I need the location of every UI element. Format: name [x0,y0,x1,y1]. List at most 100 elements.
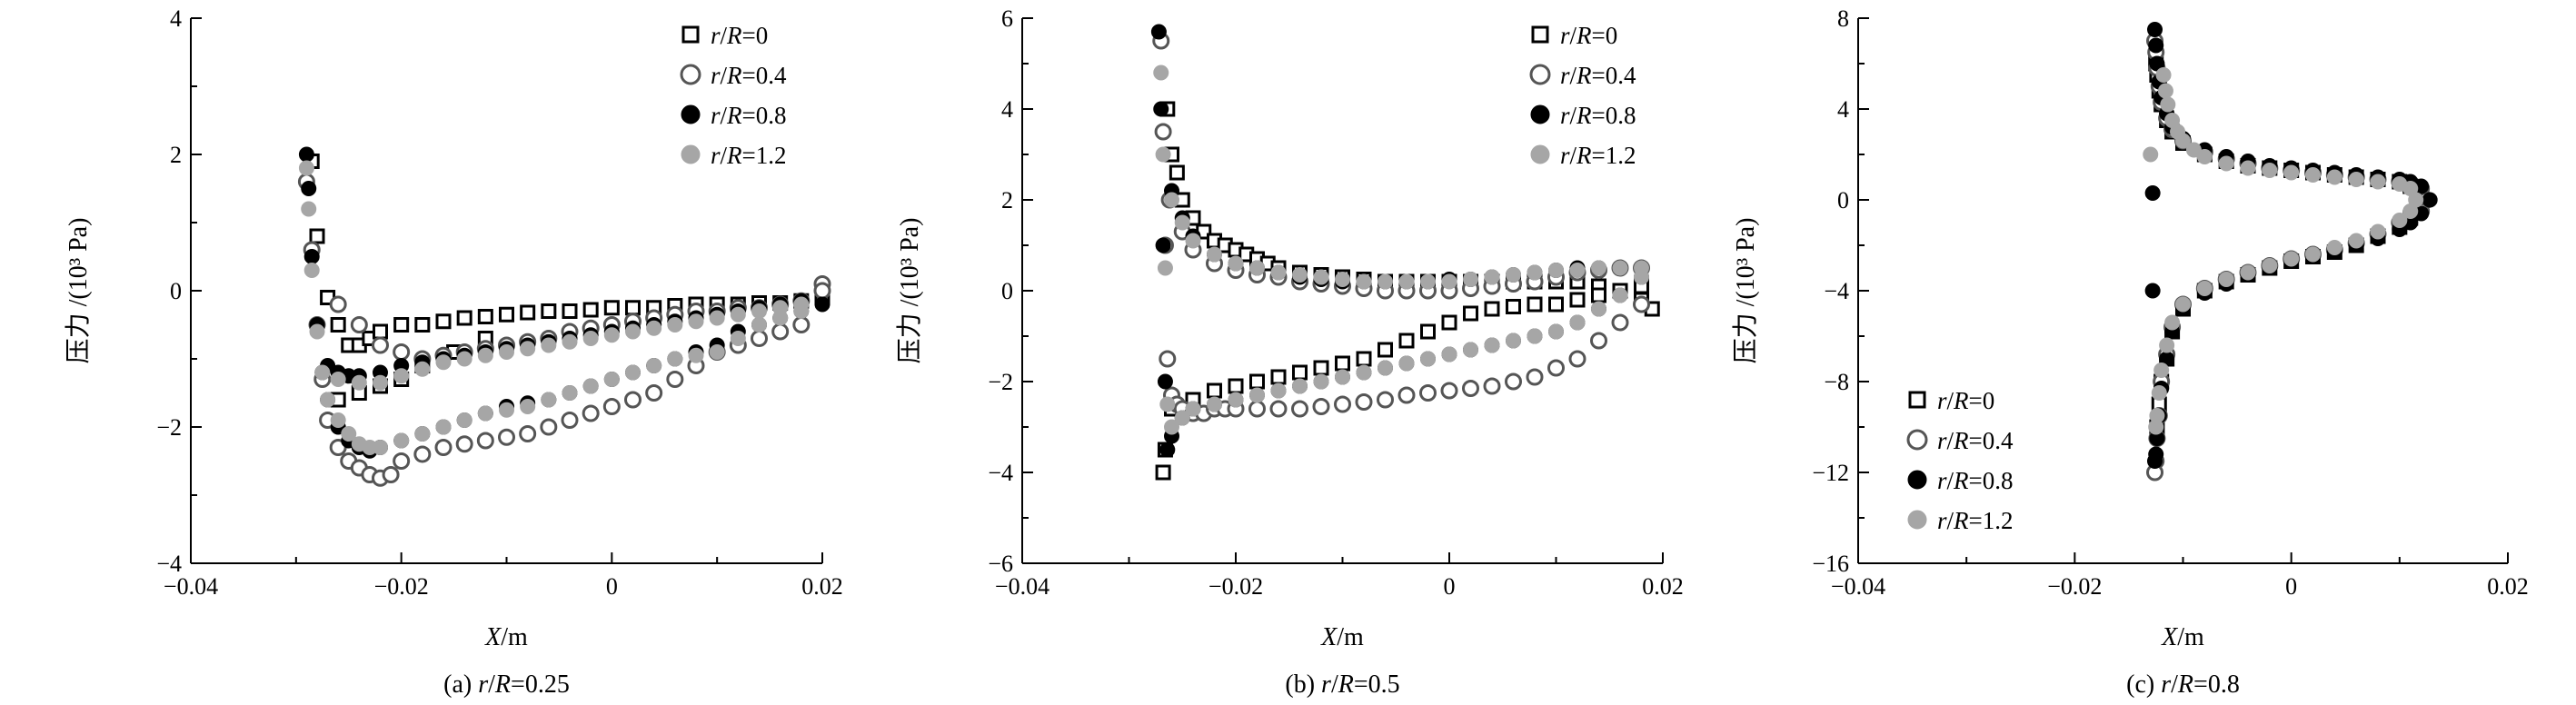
legend-marker [681,25,700,44]
data-point [602,398,621,415]
data-point [1207,246,1222,263]
data-point [1569,263,1586,278]
legend-marker [1530,144,1550,164]
data-point [1591,260,1606,276]
data-point [2283,251,2300,267]
data-point [2402,204,2419,219]
x-tick-label: −0.02 [1208,573,1263,600]
legend: r/R=0 r/R=0.4 r/R=0.8 r/R=1.2 [1906,387,2014,534]
data-point [303,263,320,278]
y-tick-label: 0 [1001,278,1013,304]
data-point [1506,299,1521,314]
legend-label: r/R=0.4 [711,62,787,89]
data-point [645,384,663,402]
data-point [625,300,641,316]
data-point [2144,185,2161,201]
data-point [2153,362,2170,378]
y-axis-title: 压力 /(10³ Pa) [1731,218,1760,364]
data-point [1463,272,1478,287]
data-point [2326,169,2342,185]
series-r-R-1-2 [2143,67,2424,435]
data-point [2164,314,2181,331]
data-point [1548,323,1564,340]
panel-a: −0.04 −0.02 0 0.02 −4 −2 0 2 4 X/m 压力 /(10³ Pa) (a)… [64,5,843,699]
data-point [1228,255,1244,272]
x-axis-title: X/m [484,623,528,651]
data-point [562,333,578,350]
data-point [2218,155,2234,172]
data-point [792,316,811,333]
data-point [1335,355,1350,372]
legend-label: r/R=1.2 [711,142,787,169]
x-axis-title: X/m [1320,623,1364,651]
data-point [341,426,357,442]
data-point [520,399,536,414]
data-point [393,452,411,470]
data-point [666,371,684,388]
data-point [498,428,515,446]
y-tick-label: −4 [1824,278,1849,304]
data-point [562,385,578,401]
legend-marker [681,144,701,164]
data-point [1548,263,1564,278]
y-axis-title: 压力 /(10³ Pa) [64,218,93,364]
x-tick-label: 0.02 [1642,573,1684,600]
data-point [1378,273,1393,290]
data-point [1207,396,1222,412]
panel-caption: (c) r/R=0.8 [2126,670,2240,699]
data-point [351,374,367,391]
data-point [1249,260,1265,276]
legend: r/R=0 r/R=0.4 r/R=0.8 r/R=1.2 [1529,22,1636,169]
data-point [1313,373,1329,390]
data-point [1441,346,1457,362]
y-tick-label: 6 [1001,5,1013,32]
data-point [435,354,452,371]
legend-label: r/R=0 [1560,22,1617,49]
data-point [1612,260,1628,276]
data-point [1159,396,1176,412]
data-point [393,368,410,384]
data-point [373,374,388,391]
legend-label: r/R=0 [1937,387,1994,414]
data-point [320,392,336,408]
data-point [350,316,368,333]
data-point [1505,372,1522,391]
data-point [1612,287,1628,303]
data-point [1590,332,1607,350]
data-point [1269,400,1288,418]
data-point [1185,233,1201,249]
y-tick-label: −4 [988,460,1013,486]
data-point [309,228,325,244]
legend-marker [1531,25,1549,44]
legend-label: r/R=0.4 [1937,427,2014,454]
data-point [414,426,431,442]
data-point [2157,83,2173,99]
data-point [1484,301,1500,317]
data-point [541,392,557,408]
data-point [1228,392,1244,408]
legend-marker [680,64,701,85]
series-r-R-1-2 [298,160,810,455]
series-r-R-0-8 [2144,22,2438,469]
data-point [1270,264,1287,281]
data-point [2348,172,2364,187]
data-point [1335,272,1350,287]
y-tick-label: −6 [988,551,1013,577]
data-point [1355,393,1373,411]
data-point [667,351,683,367]
data-point [1292,364,1308,381]
data-point [301,201,317,217]
data-point [298,146,314,163]
data-point [2305,246,2321,263]
data-point [1633,295,1650,313]
data-point [330,317,346,333]
data-point [1157,373,1173,390]
data-point [1441,314,1457,331]
data-point [1591,287,1606,303]
data-point [301,181,317,196]
data-point [1356,351,1372,367]
data-point [455,435,473,453]
y-tick-label: 2 [170,142,182,168]
x-tick-label: 0.02 [2487,573,2529,600]
x-tick-label: 0 [2285,573,2297,600]
